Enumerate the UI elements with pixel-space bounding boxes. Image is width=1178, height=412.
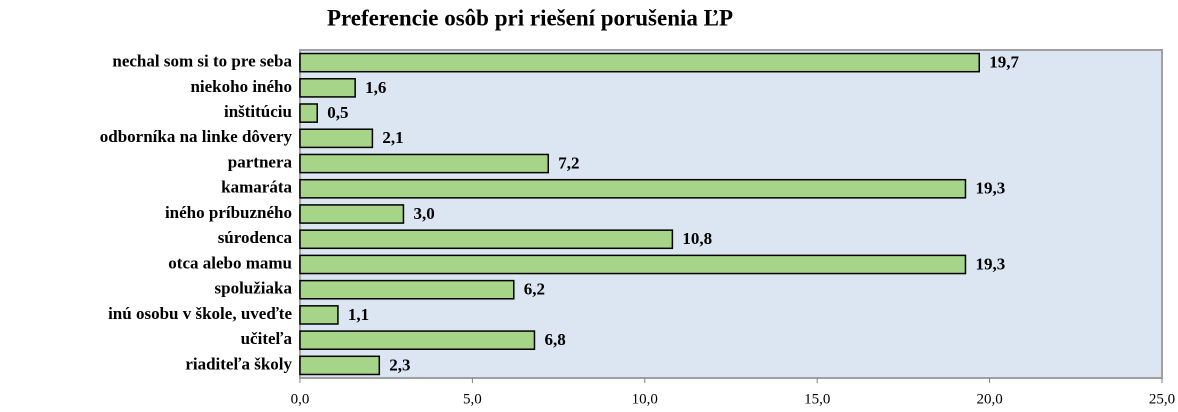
- y-tick-label: inštitúciu: [224, 102, 292, 121]
- y-tick-label: partnera: [228, 152, 293, 171]
- value-label: 6,8: [544, 330, 565, 349]
- value-label: 19,3: [975, 254, 1005, 273]
- y-tick-label: súrodenca: [218, 228, 293, 247]
- bar: [299, 52, 981, 73]
- x-tick-label: 10,0: [632, 391, 658, 407]
- value-label: 10,8: [682, 229, 712, 248]
- y-tick-label: odborníka na linke dôvery: [100, 127, 293, 146]
- value-label: 2,1: [382, 128, 403, 147]
- bar: [299, 128, 374, 149]
- bar: [299, 229, 674, 250]
- bar: [299, 178, 967, 199]
- value-label: 0,5: [327, 103, 348, 122]
- value-label: 7,2: [558, 153, 579, 172]
- value-label: 19,7: [989, 53, 1019, 72]
- bar: [299, 153, 550, 174]
- y-tick-label: kamaráta: [221, 178, 292, 197]
- bar: [299, 330, 536, 350]
- bar: [299, 254, 967, 275]
- value-label: 1,6: [365, 78, 386, 97]
- y-tick-label: otca alebo mamu: [168, 253, 292, 272]
- y-tick-label: učiteľa: [241, 329, 293, 348]
- x-tick-label: 5,0: [463, 391, 482, 407]
- bar: [299, 305, 339, 325]
- value-label: 19,3: [975, 179, 1005, 198]
- x-tick-label: 20,0: [976, 391, 1002, 407]
- x-tick-label: 15,0: [804, 391, 830, 407]
- bar: [299, 103, 318, 123]
- bar: [299, 204, 405, 224]
- chart-title: Preferencie osôb pri riešení porušenia Ľ…: [327, 5, 733, 30]
- y-tick-label: inú osobu v škole, uveďte: [108, 304, 292, 323]
- plot-area: [299, 49, 1163, 379]
- value-label: 2,3: [389, 355, 410, 374]
- value-label: 3,0: [413, 204, 434, 223]
- value-label: 1,1: [348, 305, 369, 324]
- y-tick-label: nechal som si to pre seba: [112, 52, 292, 71]
- bar: [299, 355, 381, 376]
- y-tick-label: riaditeľa školy: [185, 354, 292, 373]
- value-label: 6,2: [524, 280, 545, 299]
- bar: [299, 78, 356, 98]
- y-tick-label: spolužiaka: [215, 279, 293, 298]
- bar: [299, 279, 515, 300]
- y-tick-label: iného príbuzného: [165, 203, 292, 222]
- x-tick-label: 25,0: [1149, 391, 1175, 407]
- x-tick-label: 0,0: [291, 391, 310, 407]
- y-tick-label: niekoho iného: [190, 77, 292, 96]
